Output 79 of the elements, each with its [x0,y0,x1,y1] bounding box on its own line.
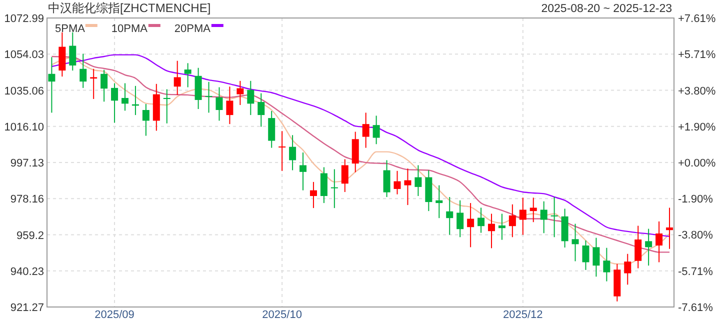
candlestick [69,32,76,72]
candlestick [404,168,412,206]
y-tick-label: 921.27 [10,302,44,314]
x-tick-label: 2025/12 [503,309,543,320]
candlestick [550,196,558,238]
candlestick [467,202,474,248]
candlestick [330,168,338,209]
y-tick-label: 1054.03 [4,49,44,62]
candlestick [624,253,632,286]
legend-label: 5PMA [55,23,86,35]
y-tick-label: 940.23 [10,266,44,278]
candlestick [142,103,150,136]
candlestick [436,184,443,219]
candlestick [519,197,526,236]
y-tick-label: 997.13 [10,158,44,170]
candlestick [111,82,118,124]
candlestick [582,240,590,270]
y2-tick-label: -5.71% [678,266,714,278]
candlestick [80,53,87,88]
candlestick [90,68,98,100]
legend-label: 10PMA [111,23,148,35]
y-tick-label: 978.16 [10,194,44,206]
candlestick [603,247,610,282]
candlestick [258,92,265,128]
candlestick [122,82,128,112]
x-tick-label: 2025/09 [94,309,134,320]
candlestick [226,86,234,125]
y-tick-label: 1016.10 [4,121,44,134]
y2-tick-label: +1.90% [678,121,716,134]
candlestick [488,213,495,249]
candlestick [268,110,276,148]
y2-tick-label: +0.00% [678,158,716,170]
y2-tick-label: -7.61% [678,302,714,314]
candlestick [498,213,506,240]
candlestick [236,80,244,106]
candlestick [414,164,422,197]
candlestick [656,220,663,263]
y2-tick-label: +3.80% [678,85,716,98]
candlestick [247,80,254,116]
candlestick [446,196,454,236]
candlestick [205,81,212,114]
candlestick [300,152,307,191]
candlestick [278,130,286,172]
candlestick [289,134,296,171]
candlestick [383,160,390,198]
y-tick-label: 1035.06 [4,85,44,98]
candlestick [320,166,328,204]
chart-title: 中汉能化综指[ZHCTMENCHE] [48,1,211,15]
candlestick [666,207,673,250]
candlestick [100,69,108,102]
candlestick [572,223,579,262]
candlestick [456,200,464,238]
chart-subtitle: 2025-08-20 ~ 2025-12-23 [541,3,672,15]
candlestick [58,32,66,78]
candlestick [592,237,600,278]
candlestick [394,170,401,195]
candlestick [174,60,181,96]
candlestick [508,204,516,238]
candlestick [362,112,370,148]
candlestick [184,62,192,88]
candlestick [530,197,537,223]
candlestick [48,56,56,114]
y2-tick-label: +5.71% [678,49,716,62]
x-tick-label: 2025/10 [262,309,302,320]
y2-tick-label: +7.61% [678,13,716,25]
candlestick [478,207,485,234]
candlestick [372,115,380,145]
y-tick-label: 959.2 [16,230,44,242]
candlestick [163,88,170,124]
candlestick [645,228,652,266]
y2-tick-label: -1.90% [678,194,714,206]
candlestick [540,200,548,234]
candlestick [310,181,317,209]
y-tick-label: 1072.99 [4,13,44,25]
legend-label: 20PMA [174,23,212,35]
candlestick [341,158,348,192]
candlestick [216,86,223,122]
y2-tick-label: -3.80% [678,230,714,242]
candlestick [634,225,642,269]
